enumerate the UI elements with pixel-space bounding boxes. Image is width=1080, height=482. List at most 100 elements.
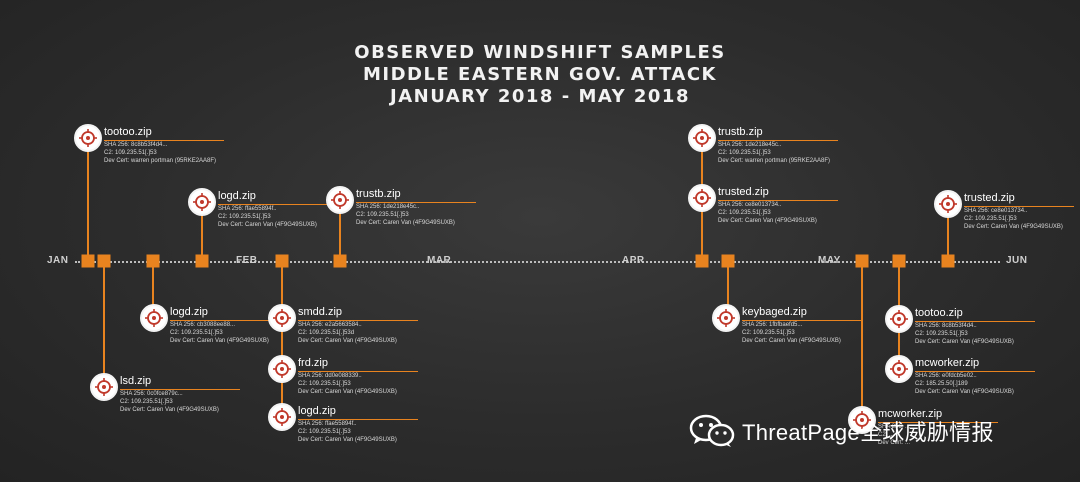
month-label-may: MAY	[818, 255, 841, 266]
sample-underline	[218, 204, 338, 205]
connector-logd-below	[152, 261, 154, 311]
sample-c2: C2: 109.235.51[.]53	[298, 429, 351, 435]
sample-underline	[915, 371, 1035, 372]
sample-sha: SHA 256: ce8e013734..	[964, 208, 1028, 214]
sample-sha: SHA 256: 0c0fce879c...	[120, 391, 183, 397]
connector-trustb-feb	[339, 212, 341, 261]
connector-trusted-may	[947, 212, 949, 261]
timeline-marker	[855, 254, 869, 268]
wechat-icon	[688, 414, 736, 448]
sample-c2: C2: 109.235.51[.]53	[718, 150, 771, 156]
sample-sha: SHA 256: cb3088ee88...	[170, 322, 236, 328]
month-label-jun: JUN	[1006, 255, 1028, 266]
target-icon	[140, 304, 168, 332]
sample-underline	[298, 320, 418, 321]
month-label-feb: FEB	[236, 255, 258, 266]
sample-sha: SHA 256: ce8e013734..	[718, 202, 782, 208]
sample-cert: Dev Cert: Caren Van (4F9G49SUXB)	[298, 389, 397, 395]
sample-card: tootoo.zip SHA 256: 8c8b53f4d4.. C2: 109…	[885, 305, 1075, 349]
sample-cert: Dev Cert: Caren Van (4F9G49SUXB)	[298, 338, 397, 344]
connector-smdd-frd-logd	[281, 261, 283, 416]
target-icon	[90, 373, 118, 401]
sample-sha: SHA 256: ffae55894f..	[218, 206, 277, 212]
timeline-marker	[195, 254, 209, 268]
target-icon	[74, 124, 102, 152]
target-icon	[848, 406, 876, 434]
sample-underline	[298, 371, 418, 372]
sample-card: mcworker.zip SHA 256: e0fdcb5e02.. C2: 1…	[885, 355, 1075, 399]
sample-cert: Dev Cert: warren portman (95RKE2AA8F)	[104, 158, 217, 164]
sample-cert: Dev Cert: Caren Van (4F9G49SUXB)	[718, 218, 817, 224]
sample-cert: Dev Cert: Caren Van (4F9G49SUXB)	[915, 339, 1014, 345]
sample-card: smdd.zip SHA 256: e2a5663584.. C2: 109.2…	[268, 304, 488, 348]
month-label-jan: JAN	[47, 255, 69, 266]
timeline-marker	[97, 254, 111, 268]
sample-underline	[356, 202, 476, 203]
title-line-3: JANUARY 2018 - MAY 2018	[390, 86, 690, 107]
sample-underline	[915, 321, 1035, 322]
target-icon	[934, 190, 962, 218]
sample-underline	[742, 320, 862, 321]
sample-filename: tootoo.zip	[915, 307, 963, 319]
sample-c2: C2: 109.235.51[.]53d	[298, 330, 355, 336]
sample-c2: C2: 109.235.51[.]53	[718, 210, 771, 216]
timeline-marker	[892, 254, 906, 268]
target-icon	[268, 355, 296, 383]
sample-cert: Dev Cert: Caren Van (4F9G49SUXB)	[120, 407, 219, 413]
connector-lsd	[103, 261, 105, 381]
target-icon	[268, 403, 296, 431]
diagram-title: OBSERVED WINDSHIFT SAMPLES MIDDLE EASTER…	[0, 42, 1080, 108]
connector-keybaged	[727, 261, 729, 316]
sample-card: trustb.zip SHA 256: 1de218e45c.. C2: 109…	[688, 124, 908, 168]
sample-sha: SHA 256: ...	[878, 424, 911, 430]
sample-cert: Dev Cert: Caren Van (4F9G49SUXB)	[964, 224, 1063, 230]
month-label-mar: MAR	[427, 255, 452, 266]
sample-underline	[170, 320, 290, 321]
sample-card: logd.zip SHA 256: ffae55894f.. C2: 109.2…	[188, 188, 408, 232]
connector-logd-above	[201, 212, 203, 261]
sample-sha: SHA 256: dd0e088339..	[298, 373, 362, 379]
sample-filename: trustb.zip	[718, 126, 763, 138]
sample-cert: Dev Cert: warren portman (95RKE2AA8F)	[718, 158, 831, 164]
connector-tootoo-jan	[87, 150, 89, 261]
sample-underline	[298, 419, 418, 420]
sample-cert: Dev Cert: Caren Van (4F9G49SUXB)	[298, 437, 397, 443]
sample-filename: trusted.zip	[964, 192, 1015, 204]
target-icon	[712, 304, 740, 332]
sample-c2: C2: 109.235.51[.]53	[120, 399, 173, 405]
timeline-marker	[721, 254, 735, 268]
sample-filename: tootoo.zip	[104, 126, 152, 138]
sample-filename: lsd.zip	[120, 375, 152, 387]
timeline-axis	[75, 261, 1000, 263]
target-icon	[268, 304, 296, 332]
sample-c2: C2: 109.235.51[.]53	[356, 212, 409, 218]
target-icon	[326, 186, 354, 214]
sample-cert: Dev Cert: Caren Van (4F9G49SUXB)	[915, 389, 1014, 395]
sample-filename: logd.zip	[218, 190, 256, 202]
sample-cert: Dev Cert: ...	[878, 440, 911, 446]
watermark-text: ThreatPage全球威胁情报	[742, 420, 994, 445]
sample-underline	[120, 389, 240, 390]
sample-c2: C2: 109.235.51[.]53	[964, 216, 1017, 222]
sample-c2: C2: 185.25.50[.]189	[915, 381, 968, 387]
sample-cert: Dev Cert: Caren Van (4F9G49SUXB)	[356, 220, 455, 226]
sample-card: logd.zip SHA 256: cb3088ee88... C2: 109.…	[140, 304, 360, 348]
timeline-marker	[275, 254, 289, 268]
sample-sha: SHA 256: 1fbfbaefd5...	[742, 322, 803, 328]
sample-card: lsd.zip SHA 256: 0c0fce879c... C2: 109.2…	[90, 373, 310, 417]
target-icon	[188, 188, 216, 216]
target-icon	[885, 305, 913, 333]
timeline-marker	[695, 254, 709, 268]
target-icon	[688, 124, 716, 152]
sample-sha: SHA 256: 8c8b53f4d4..	[915, 323, 977, 329]
timeline-marker	[81, 254, 95, 268]
sample-filename: logd.zip	[170, 306, 208, 318]
title-line-2: MIDDLE EASTERN GOV. ATTACK	[363, 64, 717, 85]
sample-filename: mcworker.zip	[878, 408, 943, 420]
sample-sha: SHA 256: 1de218e45c..	[718, 142, 782, 148]
timeline-marker	[941, 254, 955, 268]
sample-filename: frd.zip	[298, 357, 328, 369]
sample-c2: C2: 109.235.51[.]53	[298, 381, 351, 387]
sample-filename: smdd.zip	[298, 306, 343, 318]
sample-filename: mcworker.zip	[915, 357, 980, 369]
